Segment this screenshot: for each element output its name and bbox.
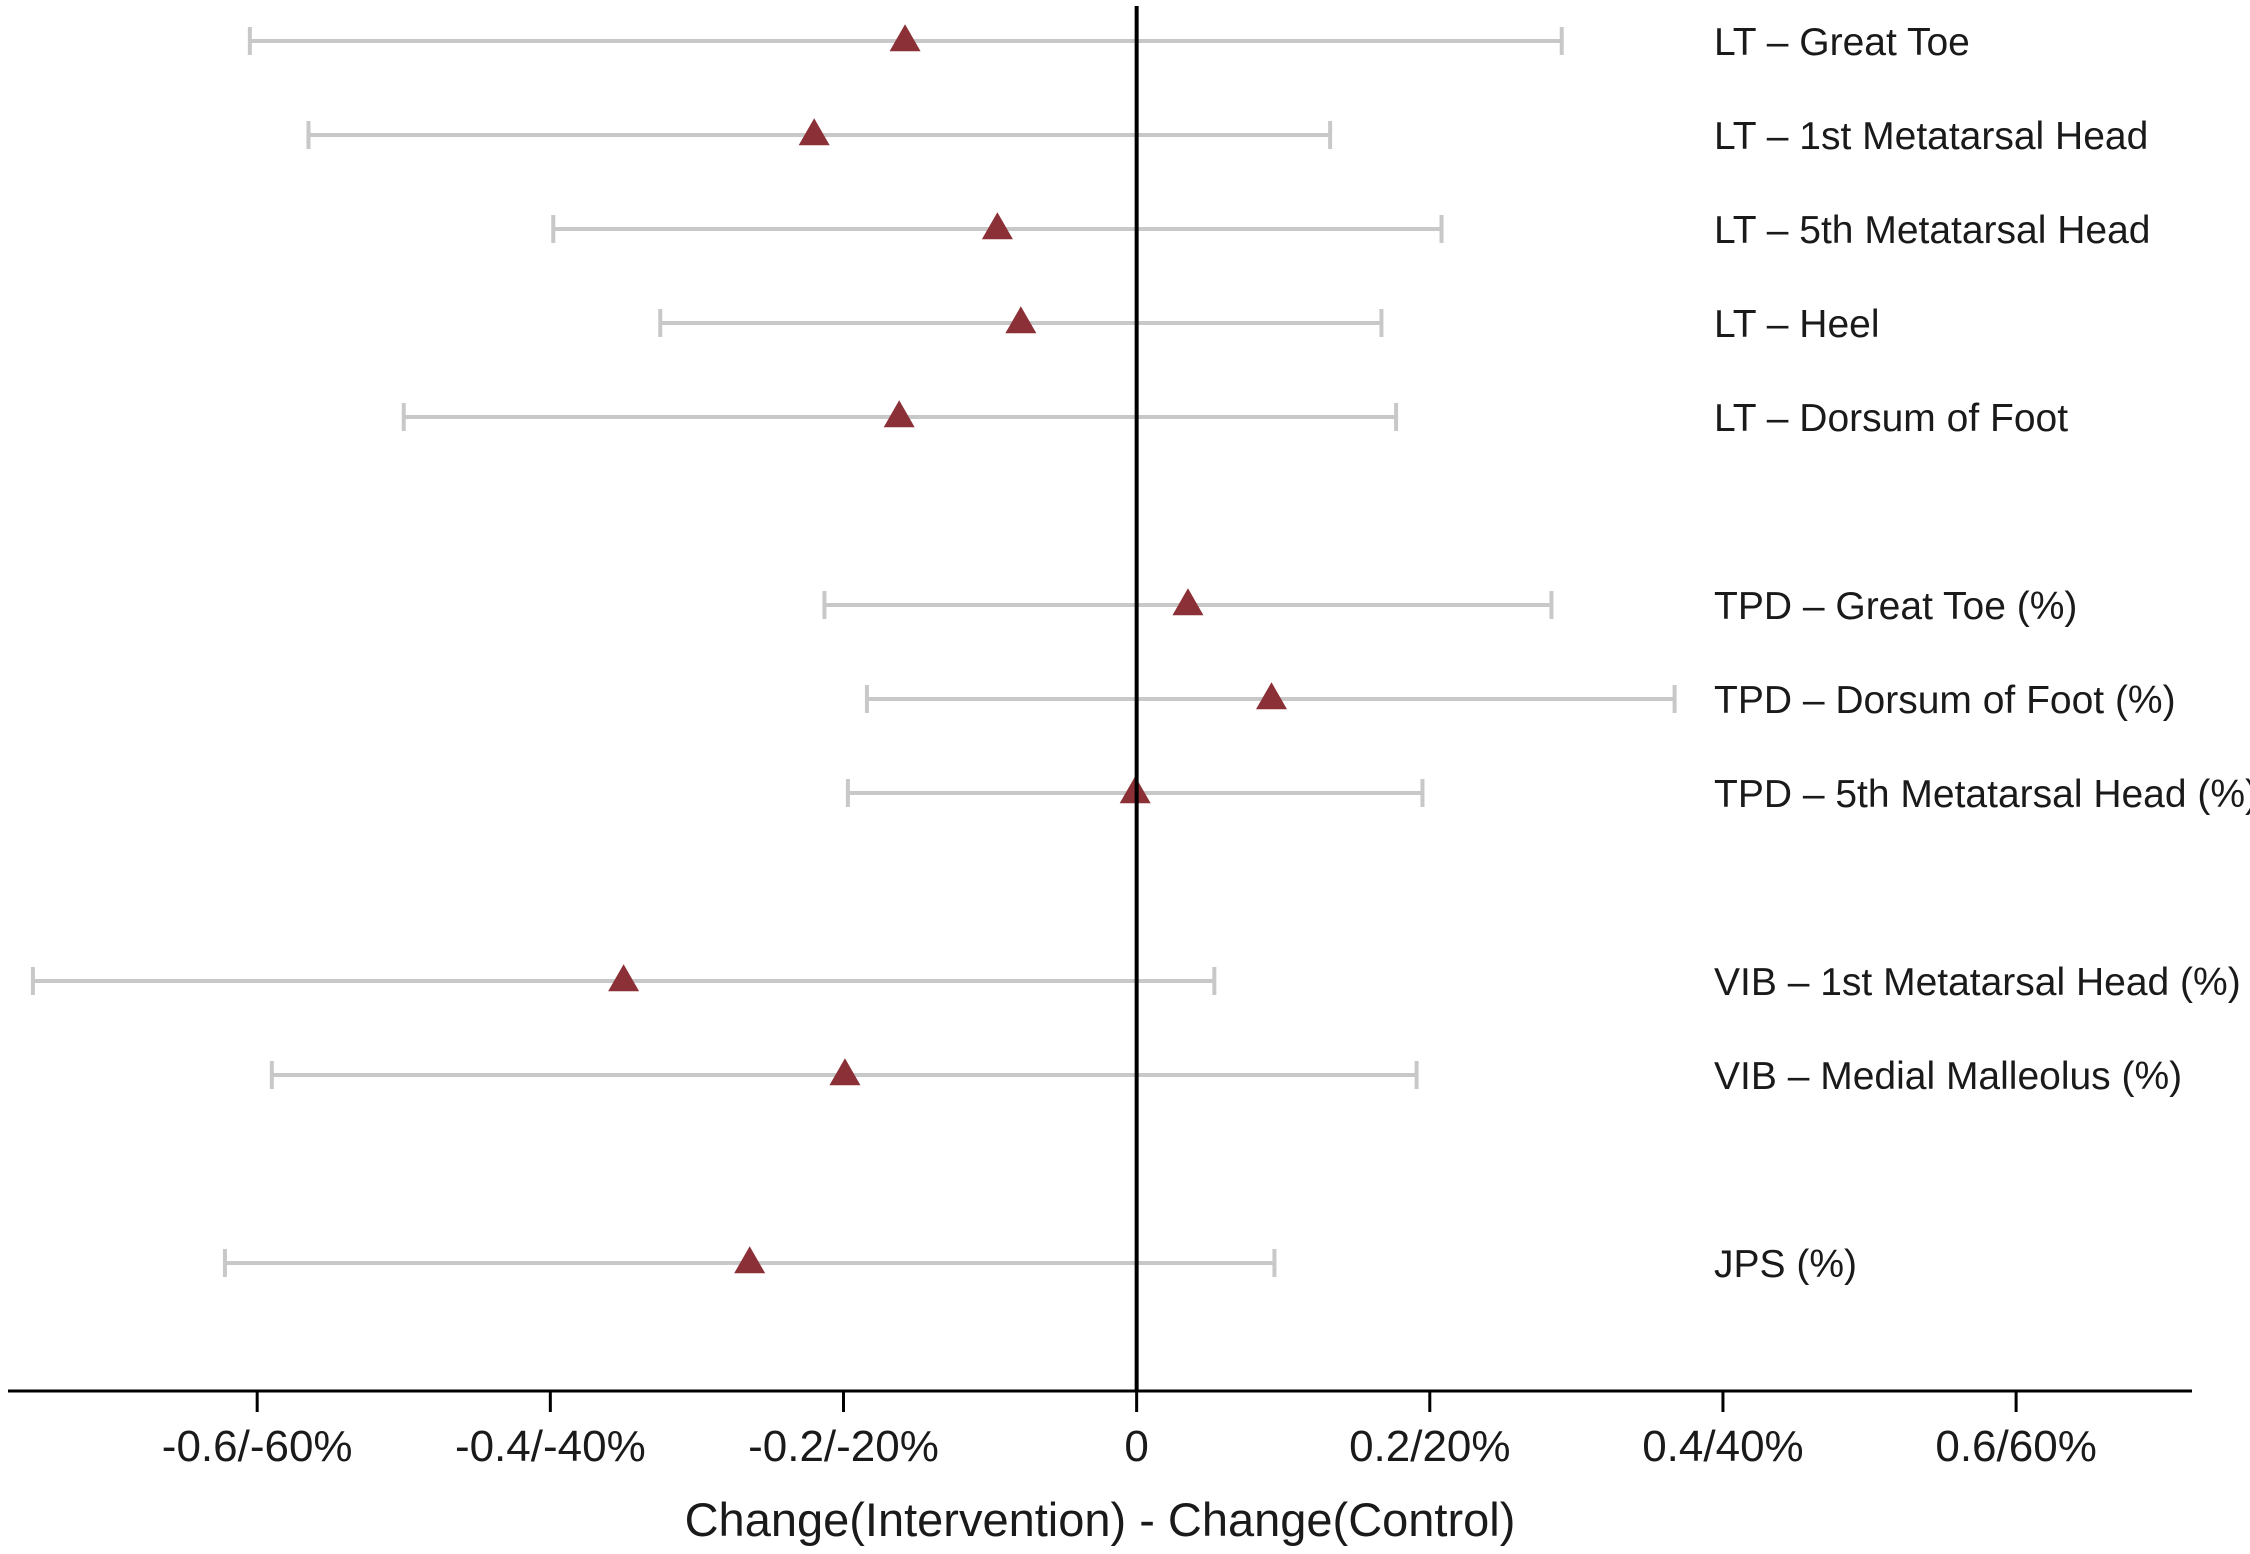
forest-row: LT – Dorsum of Foot bbox=[401, 397, 2068, 440]
row-label: LT – 1st Metatarsal Head bbox=[1714, 115, 2148, 158]
forest-row: VIB – Medial Malleolus (%) bbox=[269, 1055, 2182, 1098]
row-label: VIB – 1st Metatarsal Head (%) bbox=[1714, 961, 2241, 1004]
x-tick-label: 0.4/40% bbox=[1642, 1422, 1803, 1471]
row-label: LT – Dorsum of Foot bbox=[1714, 397, 2068, 440]
row-label: JPS (%) bbox=[1714, 1243, 1857, 1286]
x-tick-label: -0.4/-40% bbox=[455, 1422, 646, 1471]
forest-row: LT – 5th Metatarsal Head bbox=[551, 209, 2150, 252]
forest-row: TPD – Great Toe (%) bbox=[822, 585, 2077, 628]
estimate-marker bbox=[981, 212, 1013, 240]
row-label: LT – 5th Metatarsal Head bbox=[1714, 209, 2150, 252]
forest-row: TPD – Dorsum of Foot (%) bbox=[864, 679, 2176, 722]
estimate-marker bbox=[1172, 588, 1204, 616]
x-tick-label: 0.2/20% bbox=[1349, 1422, 1510, 1471]
forest-row: JPS (%) bbox=[222, 1243, 1857, 1286]
row-label: VIB – Medial Malleolus (%) bbox=[1714, 1055, 2182, 1098]
forest-row: VIB – 1st Metatarsal Head (%) bbox=[30, 961, 2241, 1004]
x-tick-label: -0.6/-60% bbox=[162, 1422, 353, 1471]
x-tick-label: 0.6/60% bbox=[1935, 1422, 2096, 1471]
forest-row: LT – 1st Metatarsal Head bbox=[306, 115, 2148, 158]
x-axis-ticks: -0.6/-60% -0.4/-40% -0.2/-20% 0 0.2/20% 0.4/4… bbox=[162, 1391, 2097, 1471]
estimate-marker bbox=[608, 964, 640, 992]
row-label: TPD – Dorsum of Foot (%) bbox=[1714, 679, 2176, 722]
estimate-marker bbox=[798, 118, 830, 146]
row-label: TPD – 5th Metatarsal Head (%) bbox=[1714, 773, 2250, 816]
forest-row: LT – Great Toe bbox=[247, 21, 1970, 64]
row-label: LT – Heel bbox=[1714, 303, 1879, 346]
forest-row: TPD – 5th Metatarsal Head (%) bbox=[845, 773, 2250, 816]
estimate-marker bbox=[889, 24, 921, 52]
estimate-marker bbox=[1005, 306, 1037, 334]
estimate-marker bbox=[734, 1246, 766, 1274]
x-tick-label: -0.2/-20% bbox=[748, 1422, 939, 1471]
row-label: LT – Great Toe bbox=[1714, 21, 1970, 64]
estimate-marker bbox=[1255, 682, 1287, 710]
rows-layer: LT – Great Toe LT – 1st Metatarsal Head LT… bbox=[30, 21, 2250, 1286]
x-axis-title: Change(Intervention) - Change(Control) bbox=[685, 1493, 1516, 1546]
x-tick-label: 0 bbox=[1124, 1422, 1148, 1471]
estimate-marker bbox=[829, 1058, 861, 1086]
row-label: TPD – Great Toe (%) bbox=[1714, 585, 2077, 628]
forest-row: LT – Heel bbox=[658, 303, 1879, 346]
estimate-marker bbox=[883, 400, 915, 428]
